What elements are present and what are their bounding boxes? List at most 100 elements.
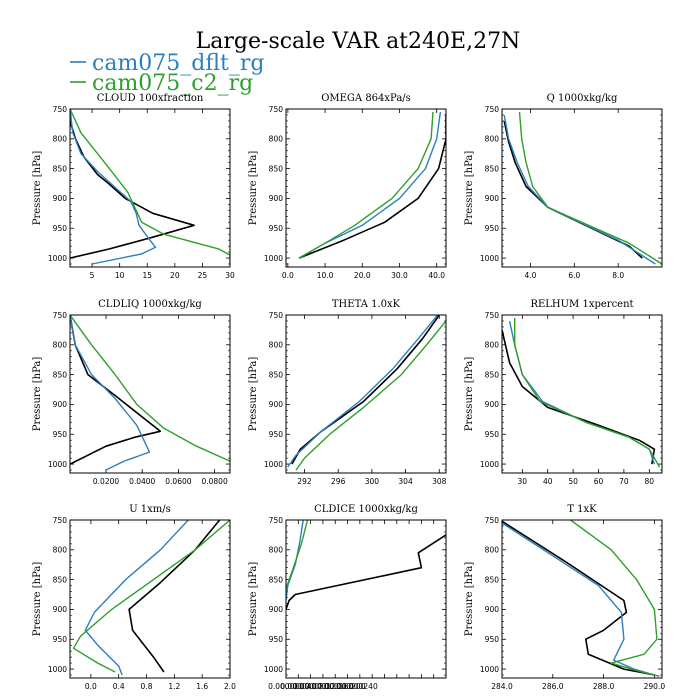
plot-frame bbox=[69, 314, 231, 474]
series-line-c2 bbox=[518, 111, 662, 265]
y-tick-label: 1000 bbox=[48, 254, 67, 263]
y-tick-label: 950 bbox=[485, 430, 500, 439]
y-axis-label: Pressure [hPa] bbox=[32, 562, 43, 637]
y-tick-label: 900 bbox=[53, 605, 68, 614]
x-tick-label: 290.0 bbox=[644, 682, 666, 691]
y-tick-label: 850 bbox=[269, 164, 284, 173]
y-tick-label: 950 bbox=[53, 224, 68, 233]
y-axis-label: Pressure [hPa] bbox=[32, 357, 43, 432]
x-tick-label: 30.0 bbox=[391, 271, 408, 280]
y-tick-label: 1000 bbox=[480, 460, 499, 469]
x-tick-label: 0.000040 bbox=[280, 682, 316, 691]
y-tick-label: 750 bbox=[485, 516, 500, 525]
plot-frame bbox=[285, 108, 447, 268]
legend: cam075_dflt_rg cam075_c2_rg bbox=[70, 51, 265, 96]
x-tick-label: 0.000120 bbox=[305, 682, 341, 691]
y-tick-label: 900 bbox=[269, 400, 284, 409]
x-tick-label: 300 bbox=[365, 477, 380, 486]
y-tick-label: 850 bbox=[269, 370, 284, 379]
y-tick-label: 950 bbox=[269, 635, 284, 644]
series-line-dflt bbox=[298, 111, 442, 259]
x-tick-label: 0.000160 bbox=[317, 682, 353, 691]
y-tick-label: 900 bbox=[53, 194, 68, 203]
y-tick-label: 750 bbox=[269, 516, 284, 525]
x-tick-label: 0.0400 bbox=[129, 477, 155, 486]
x-tick-label: 2.0 bbox=[224, 682, 236, 691]
y-tick-label: 900 bbox=[53, 400, 68, 409]
x-tick-label: 0.0 bbox=[85, 682, 97, 691]
series-line-dflt bbox=[503, 114, 656, 265]
series-line-c2 bbox=[298, 111, 434, 259]
panel-7: U 1xm/s Pressure [hPa] 750 800 850 900 950 1000… bbox=[32, 504, 236, 691]
x-tick-label: 284.0 bbox=[491, 682, 513, 691]
legend-label-c2: cam075_c2_rg bbox=[92, 71, 253, 96]
plot-frame bbox=[285, 314, 447, 474]
x-tick-label: 50 bbox=[568, 477, 578, 486]
x-tick-label: 0.0200 bbox=[93, 477, 119, 486]
figure-title: Large-scale VAR at240E,27N bbox=[196, 29, 521, 54]
y-tick-label: 800 bbox=[485, 546, 500, 555]
y-tick-label: 800 bbox=[485, 135, 500, 144]
x-tick-label: 308 bbox=[432, 477, 447, 486]
y-tick-label: 1000 bbox=[264, 665, 283, 674]
x-tick-label: 0.0600 bbox=[165, 477, 191, 486]
series-line-c2 bbox=[570, 520, 660, 677]
x-tick-label: 0.000080 bbox=[293, 682, 329, 691]
panel-title: THETA 1.0xK bbox=[332, 299, 401, 310]
y-axis-label: Pressure [hPa] bbox=[32, 151, 43, 226]
panel-6: RELHUM 1xpercent Pressure [hPa] 750 800 850 9… bbox=[464, 299, 663, 486]
x-tick-label: 15 bbox=[142, 271, 152, 280]
x-tick-label: 0.0800 bbox=[201, 477, 227, 486]
x-tick-label: 0.4 bbox=[113, 682, 125, 691]
series-line-reference bbox=[291, 315, 440, 465]
panel-8: CLDICE 1000xkg/kg Pressure [hPa] 750 800 850… bbox=[248, 504, 447, 691]
y-tick-label: 800 bbox=[53, 135, 68, 144]
series-line-reference bbox=[503, 120, 643, 259]
x-tick-label: 292 bbox=[297, 477, 312, 486]
series-line-c2 bbox=[72, 520, 230, 673]
series-line-c2 bbox=[295, 320, 446, 471]
y-tick-label: 1000 bbox=[480, 254, 499, 263]
y-tick-label: 750 bbox=[269, 105, 284, 114]
x-tick-label: 25 bbox=[198, 271, 208, 280]
y-tick-label: 950 bbox=[53, 635, 68, 644]
panel-title: RELHUM 1xpercent bbox=[530, 299, 633, 310]
series-line-c2 bbox=[70, 109, 230, 264]
y-axis-label: Pressure [hPa] bbox=[464, 357, 475, 432]
y-tick-label: 750 bbox=[485, 311, 500, 320]
series-line-reference bbox=[286, 534, 446, 610]
y-tick-label: 800 bbox=[53, 341, 68, 350]
x-tick-label: 80 bbox=[645, 477, 655, 486]
x-tick-label: 30 bbox=[225, 271, 235, 280]
panel-title: U 1xm/s bbox=[129, 504, 171, 515]
panel-5: THETA 1.0xK Pressure [hPa] 750 800 850 900 950… bbox=[248, 299, 447, 486]
y-tick-label: 850 bbox=[485, 164, 500, 173]
plot-frame bbox=[501, 314, 663, 474]
series-line-reference bbox=[502, 329, 656, 465]
x-tick-label: 30 bbox=[518, 477, 528, 486]
y-tick-label: 900 bbox=[485, 194, 500, 203]
y-tick-label: 900 bbox=[485, 400, 500, 409]
x-tick-label: 10 bbox=[115, 271, 125, 280]
panels: CLOUD 100xfraction Pressure [hPa] 750 800 85… bbox=[32, 93, 665, 691]
x-tick-label: 0.000240 bbox=[342, 682, 378, 691]
y-tick-label: 900 bbox=[485, 605, 500, 614]
panel-title: T 1xK bbox=[567, 504, 597, 515]
y-tick-label: 900 bbox=[269, 194, 284, 203]
y-tick-label: 1000 bbox=[264, 254, 283, 263]
y-tick-label: 850 bbox=[53, 575, 68, 584]
x-tick-label: 0.000000 bbox=[268, 682, 304, 691]
y-tick-label: 950 bbox=[53, 430, 68, 439]
x-tick-label: 1.2 bbox=[168, 682, 180, 691]
y-tick-label: 850 bbox=[53, 370, 68, 379]
panel-title: CLDLIQ 1000xkg/kg bbox=[98, 299, 202, 310]
y-tick-label: 850 bbox=[485, 575, 500, 584]
x-tick-label: 0.8 bbox=[141, 682, 153, 691]
x-tick-label: 296 bbox=[331, 477, 346, 486]
y-axis-label: Pressure [hPa] bbox=[464, 562, 475, 637]
y-axis-label: Pressure [hPa] bbox=[464, 151, 475, 226]
y-tick-label: 1000 bbox=[480, 665, 499, 674]
series-line-c2 bbox=[70, 315, 230, 462]
panel-title: CLOUD 100xfraction bbox=[97, 93, 204, 104]
